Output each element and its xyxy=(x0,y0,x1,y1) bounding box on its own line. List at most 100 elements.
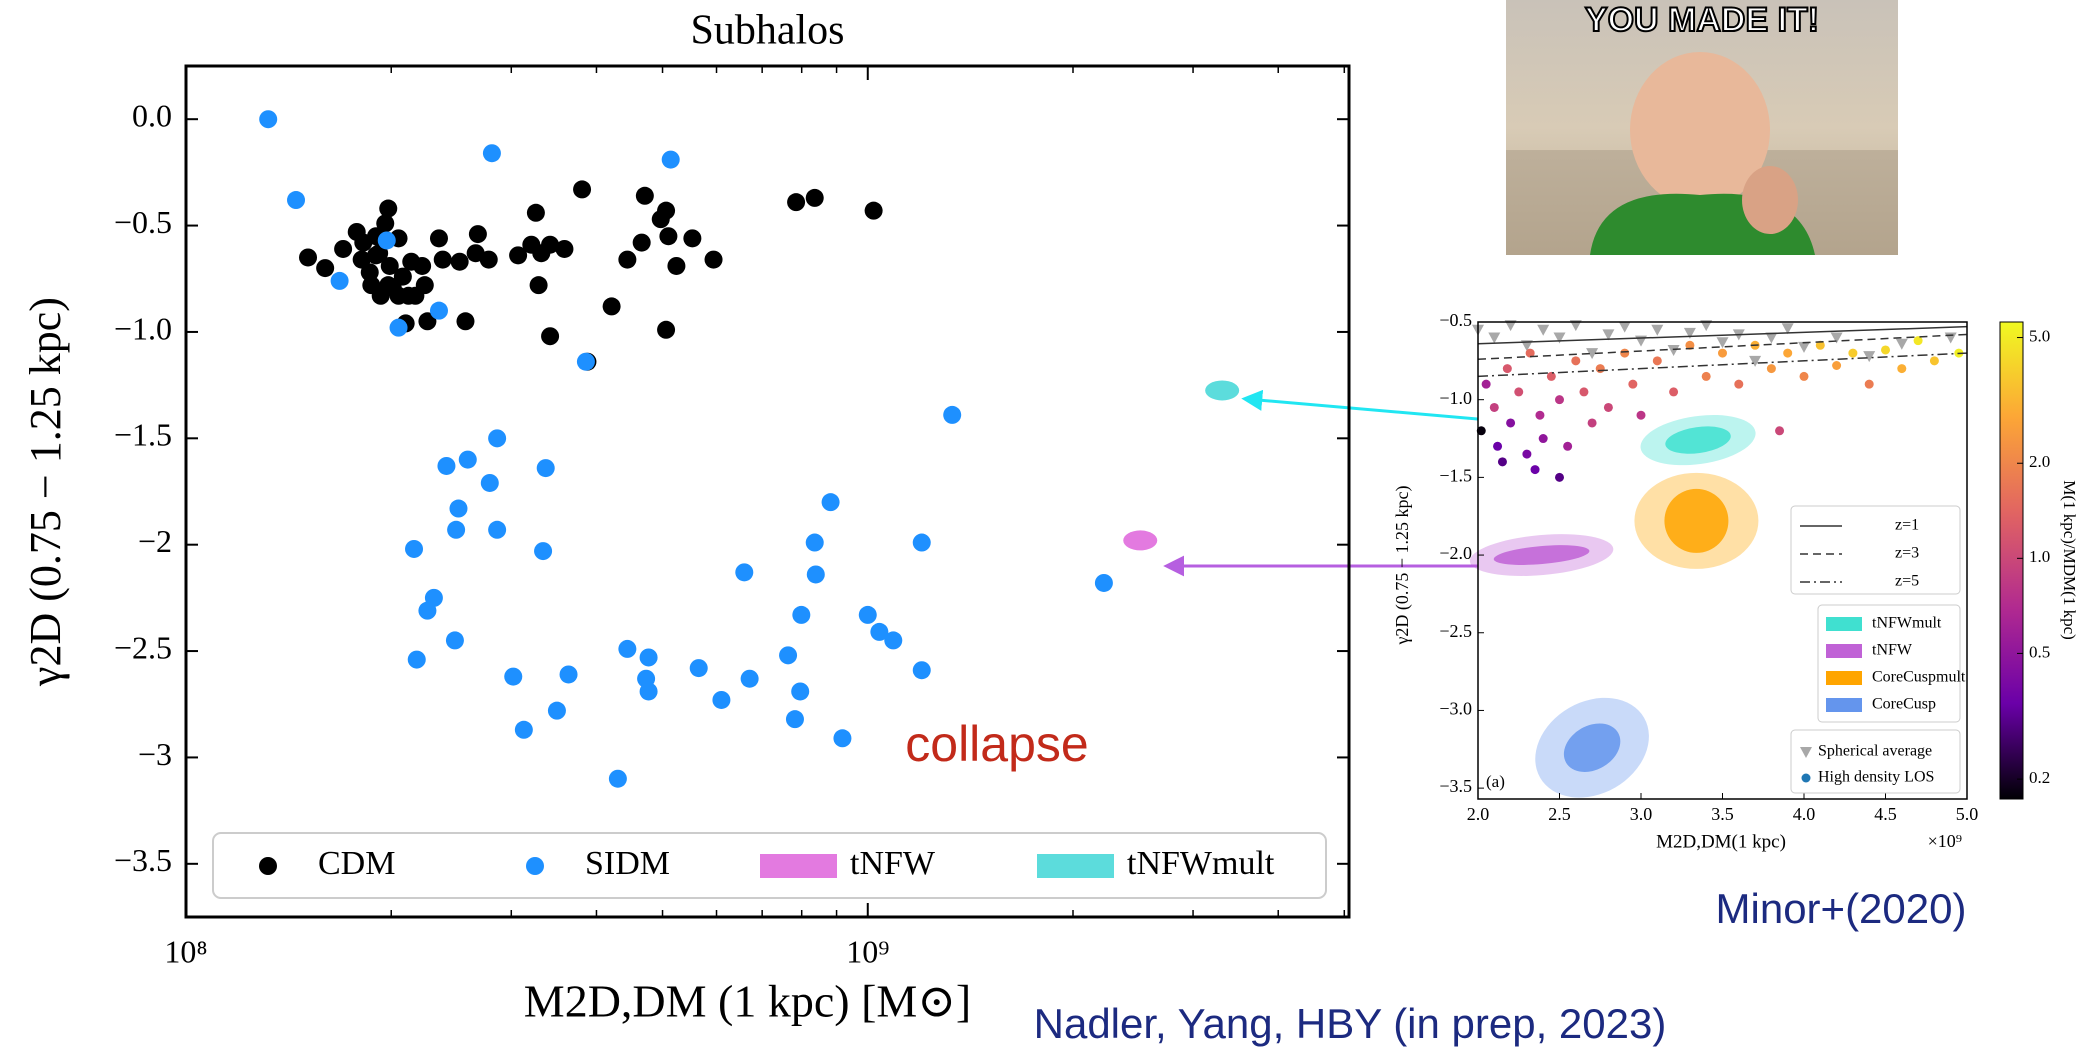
data-point xyxy=(377,231,396,250)
data-point xyxy=(330,271,349,290)
legend-marker xyxy=(760,854,837,878)
data-point xyxy=(299,248,318,267)
data-point xyxy=(541,235,560,254)
data-point xyxy=(287,191,306,210)
data-point xyxy=(1538,434,1548,444)
data-point xyxy=(639,648,658,667)
data-point xyxy=(1537,324,1550,336)
chart-title: Subhalos xyxy=(690,8,844,54)
data-point xyxy=(1718,348,1727,358)
data-point xyxy=(1766,364,1776,374)
data-point xyxy=(1522,449,1532,459)
data-point xyxy=(1586,348,1599,360)
y-tick-label: −1.0 xyxy=(1439,388,1472,408)
meme-image: YOU MADE IT! xyxy=(1506,0,1898,255)
data-point xyxy=(683,229,702,248)
data-point xyxy=(1749,355,1762,367)
data-point xyxy=(480,473,499,492)
data-point xyxy=(1553,332,1566,344)
data-point xyxy=(779,646,798,665)
data-point xyxy=(468,225,487,244)
data-point xyxy=(1701,371,1711,381)
data-point xyxy=(1520,340,1533,352)
x-tick-label: 3.5 xyxy=(1711,804,1734,824)
data-point xyxy=(450,252,469,271)
data-point xyxy=(858,605,877,624)
x-tick-label: 10⁸ xyxy=(164,933,207,969)
data-point xyxy=(1620,348,1630,358)
data-point xyxy=(1488,332,1501,344)
data-point xyxy=(559,665,578,684)
data-point xyxy=(1685,340,1695,350)
credit: Nadler, Yang, HBY (in prep, 2023) xyxy=(1034,1000,1667,1047)
data-point xyxy=(1716,337,1729,349)
legend-label: CoreCusp xyxy=(1872,696,1936,713)
data-point xyxy=(635,186,654,205)
data-point xyxy=(1579,387,1589,397)
data-point xyxy=(504,667,523,686)
y-tick-label: 0.0 xyxy=(132,98,172,134)
legend-box xyxy=(1817,604,1961,723)
data-point xyxy=(1535,410,1545,420)
data-point xyxy=(912,661,931,680)
data-point xyxy=(380,256,399,275)
legend-label: SIDM xyxy=(585,845,670,882)
legend-marker xyxy=(259,857,277,875)
data-point xyxy=(259,110,278,129)
data-point xyxy=(1497,457,1507,467)
x-tick-label: 3.0 xyxy=(1630,804,1653,824)
data-point xyxy=(1864,379,1874,389)
legend-label: High density LOS xyxy=(1818,769,1934,786)
legend: CDM SIDM tNFW tNFWmult xyxy=(212,832,1327,899)
data-point xyxy=(1897,364,1907,374)
data-point xyxy=(618,250,637,269)
data-point xyxy=(547,701,566,720)
data-point xyxy=(479,250,498,269)
legend-box xyxy=(1790,505,1961,595)
data-point xyxy=(1775,426,1785,436)
y-tick-label: −1.5 xyxy=(1439,465,1472,485)
data-point xyxy=(405,539,424,558)
data-point xyxy=(1848,348,1858,358)
data-point xyxy=(1094,573,1113,592)
data-point xyxy=(1683,327,1696,339)
data-point xyxy=(1506,418,1516,428)
data-point xyxy=(447,520,466,539)
data-point xyxy=(437,456,456,475)
data-point xyxy=(529,276,548,295)
data-point xyxy=(1913,336,1923,346)
data-point xyxy=(1798,341,1810,353)
data-point xyxy=(534,542,553,561)
data-point xyxy=(785,710,804,729)
reference-line xyxy=(1477,333,1968,361)
data-point xyxy=(536,459,555,478)
data-point xyxy=(1895,338,1908,350)
data-point xyxy=(1587,418,1597,428)
data-point xyxy=(864,201,883,220)
data-point xyxy=(805,188,824,207)
x-offset-label: ×10⁹ xyxy=(1928,831,1962,851)
y-tick-label: −3.5 xyxy=(114,842,172,878)
data-point xyxy=(1929,356,1939,366)
data-point xyxy=(1476,426,1486,436)
colorbar-tick-label: 5.0 xyxy=(2029,326,2050,345)
data-point xyxy=(1832,361,1842,371)
data-point xyxy=(1700,320,1713,332)
image-caption: YOU MADE IT! xyxy=(1585,1,1819,39)
data-point xyxy=(1765,332,1778,344)
data-point xyxy=(1815,340,1825,350)
legend-label: tNFW xyxy=(850,845,936,882)
image-face xyxy=(1630,52,1770,208)
data-point xyxy=(573,180,592,199)
data-point xyxy=(1881,345,1890,355)
x-tick-label: 4.5 xyxy=(1874,804,1897,824)
data-point xyxy=(541,327,560,346)
data-point xyxy=(1530,465,1540,475)
data-point xyxy=(509,246,528,265)
data-point xyxy=(445,631,464,650)
data-point xyxy=(1783,348,1793,358)
data-point xyxy=(602,297,621,316)
data-point xyxy=(735,563,754,582)
y-tick-label: −3 xyxy=(138,736,172,772)
data-point xyxy=(740,669,759,688)
